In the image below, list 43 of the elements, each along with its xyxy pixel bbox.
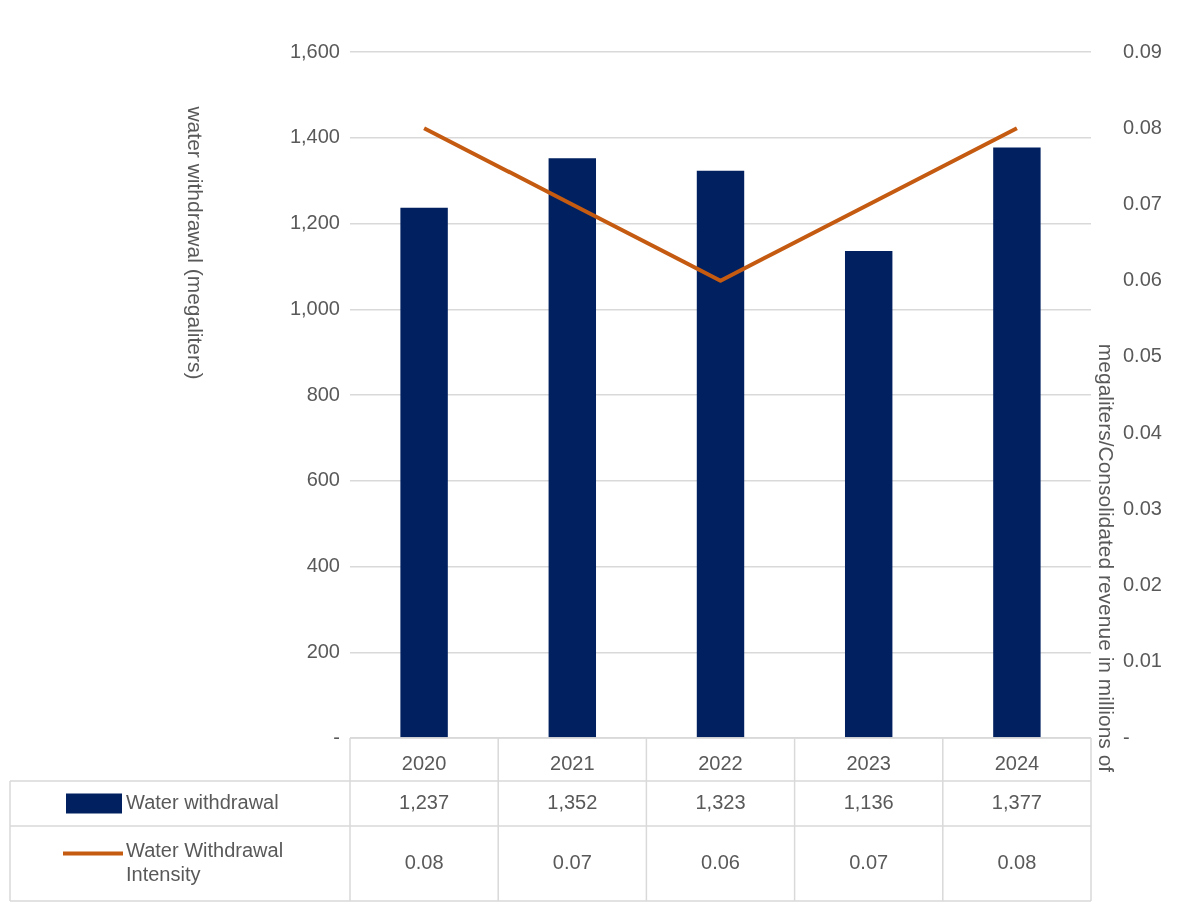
x-tick-label: 2023: [846, 751, 891, 774]
data-label: 0.08: [997, 851, 1037, 874]
y2-tick-label: 0.06: [1123, 268, 1162, 291]
y-axis-title: water withdrawal (megaliters): [184, 105, 208, 380]
y2-tick-label: 0.02: [1123, 573, 1162, 596]
y-tick-label: 1,200: [289, 211, 340, 234]
y2-tick-label: 0.05: [1123, 344, 1162, 367]
y-tick-label: 200: [306, 639, 340, 662]
x-tick-label: 2022: [698, 751, 743, 774]
y2-axis-title: megaliters/Consolidated revenue in millions of: [1095, 343, 1119, 773]
y2-tick-label: 0.09: [1123, 39, 1162, 62]
y-tick-label: 1,000: [289, 296, 340, 319]
bar: [844, 250, 893, 738]
y2-tick-label: 0.03: [1123, 496, 1162, 519]
bar: [400, 207, 448, 738]
y-tick-label: -: [333, 725, 340, 748]
x-tick-label: 2020: [401, 751, 447, 774]
data-label: 1,377: [991, 791, 1042, 814]
data-label: 0.06: [701, 851, 740, 874]
bar: [993, 147, 1041, 738]
legend-label: Water withdrawal: [126, 791, 279, 814]
x-tick-label: 2024: [994, 751, 1040, 774]
x-tick-label: 2021: [550, 751, 595, 774]
data-label: 0.08: [404, 851, 444, 874]
data-label: 0.07: [849, 851, 889, 874]
bar: [548, 158, 597, 738]
data-label: 0.07: [552, 851, 592, 874]
y2-tick-label: 0.08: [1123, 115, 1162, 138]
y-tick-label: 400: [306, 554, 340, 577]
y-tick-label: 600: [306, 468, 340, 491]
y-tick-label: 1,400: [289, 125, 340, 148]
y2-tick-label: -: [1123, 725, 1130, 748]
y-tick-label: 800: [306, 382, 340, 405]
y2-tick-label: 0.01: [1123, 649, 1162, 672]
legend-label: Water Withdrawal Intensity: [126, 839, 284, 886]
bar: [696, 170, 745, 738]
data-label: 1,237: [399, 791, 450, 814]
data-label: 1,136: [843, 791, 894, 814]
data-label: 1,352: [547, 791, 598, 814]
y-tick-label: 1,600: [289, 39, 340, 62]
y2-tick-label: 0.07: [1123, 191, 1162, 214]
y2-tick-label: 0.04: [1123, 420, 1162, 443]
data-label: 1,323: [695, 791, 746, 814]
